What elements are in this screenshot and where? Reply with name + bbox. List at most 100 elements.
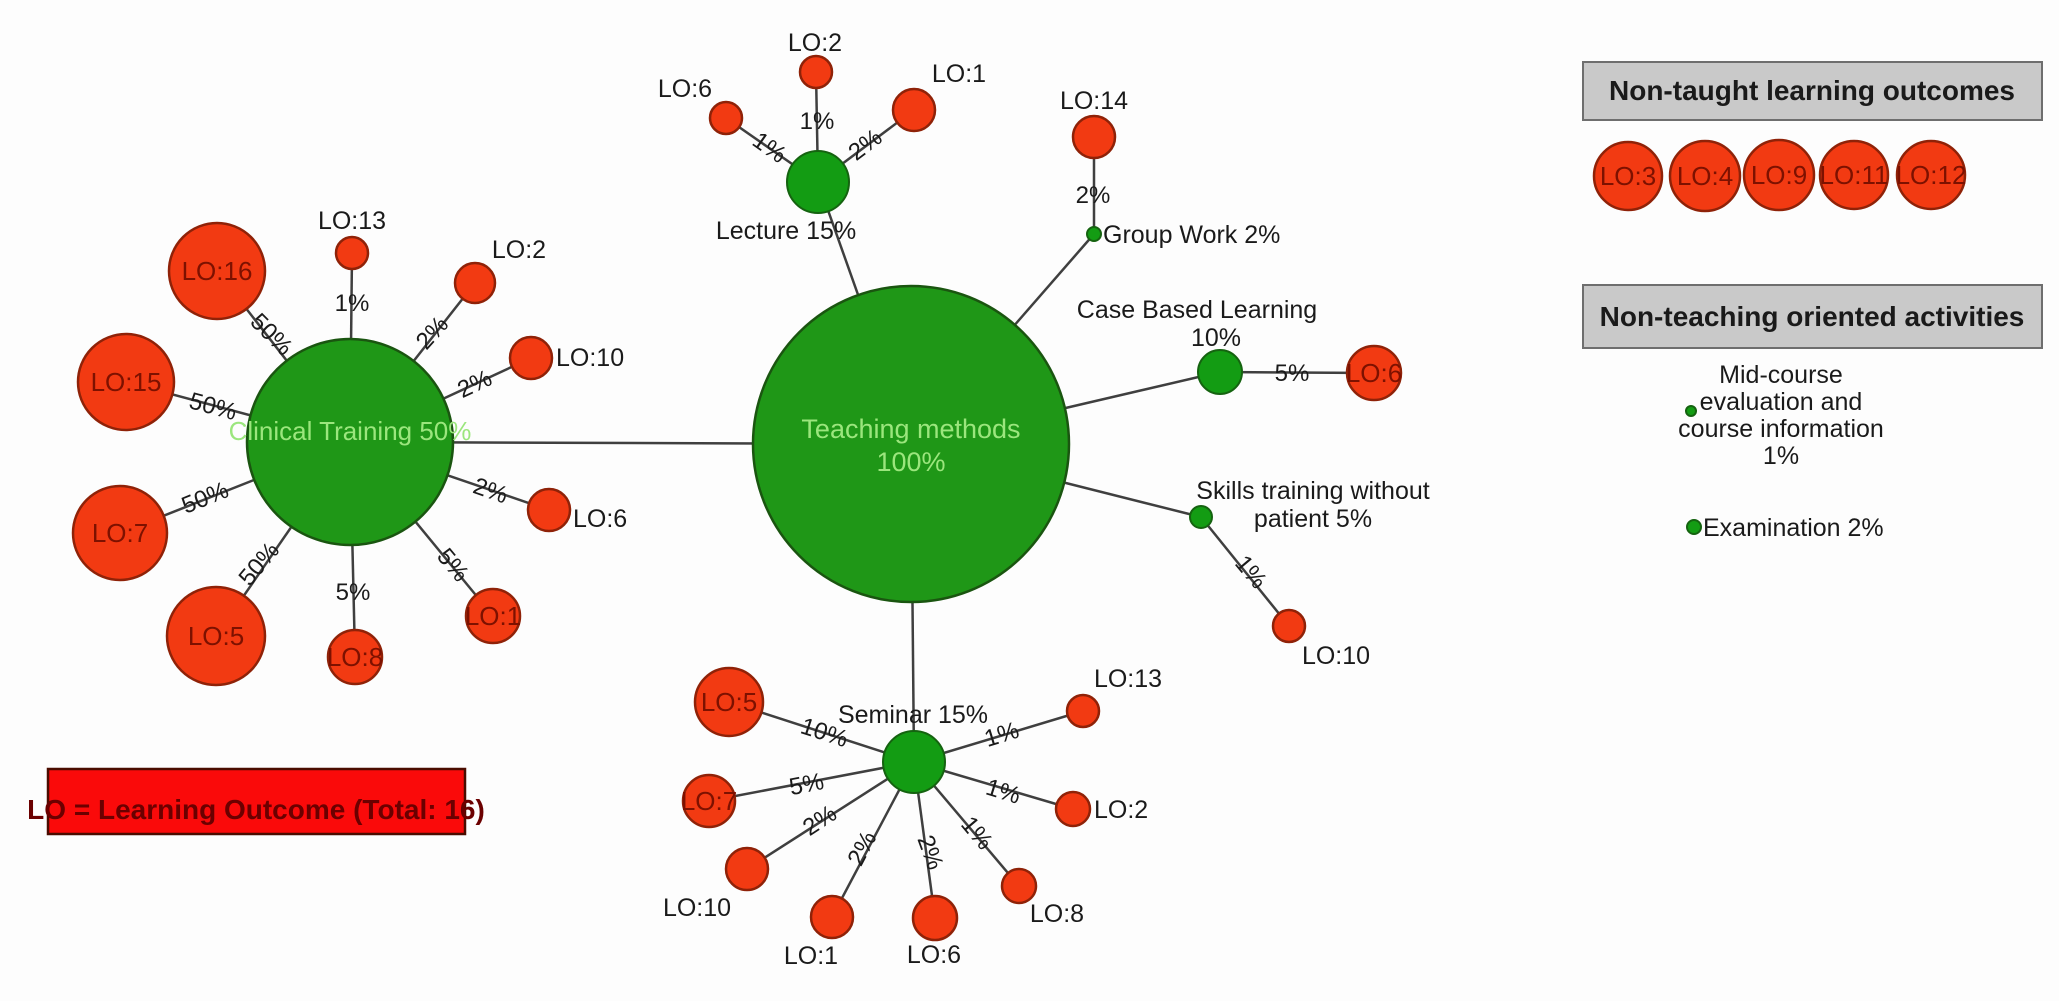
- group-work-cluster: Group Work 2% LO:14 2%: [1060, 87, 1280, 249]
- mid-course-line3: course information: [1678, 415, 1884, 443]
- non-teaching-title: Non-teaching oriented activities: [1600, 301, 2025, 332]
- lo4-label: LO:4: [1677, 161, 1733, 191]
- mid-course-line1: Mid-course: [1719, 361, 1843, 389]
- clinical-lo1-label: LO:1: [465, 601, 521, 631]
- lo5-label: LO:5: [188, 621, 244, 651]
- lo11-label: LO:11: [1820, 160, 1889, 190]
- clinical-lo13-label: LO:13: [318, 207, 386, 235]
- node-lo3: [1592, 140, 1664, 212]
- node-clinical-lo6: [526, 487, 572, 533]
- examination-dot: [1686, 519, 1702, 535]
- node-skills-lo10: [1271, 608, 1307, 644]
- mid-course-dot: [1685, 405, 1697, 417]
- lo8-label: LO:8: [327, 642, 383, 672]
- node-group-work: [1086, 226, 1102, 242]
- lecture-lo1-label: LO:1: [932, 60, 986, 88]
- node-casebased-lo6: [1345, 344, 1403, 402]
- lecture-lo2-pct: 1%: [800, 108, 835, 135]
- non-teaching-header-box: [1582, 284, 2043, 349]
- group-work-lo14-pct: 2%: [1076, 182, 1111, 209]
- lecture-lo2-label: LO:2: [788, 29, 842, 57]
- lecture-lo6-label: LO:6: [658, 75, 712, 103]
- seminar-cluster: Seminar 15% LO:5 10% LO:7 5% LO:10 2% LO…: [663, 665, 1162, 970]
- lo15-label: LO:15: [91, 367, 162, 397]
- skills-training-cluster: Skills training without patient 5% LO:10…: [1189, 477, 1430, 670]
- lecture-label: Lecture 15%: [716, 217, 856, 245]
- edge-skills-lo10: [1200, 516, 1290, 627]
- seminar-lo10-label: LO:10: [663, 894, 731, 922]
- seminar-lo1-label: LO:1: [784, 942, 838, 970]
- clinical-cluster: Clinical Training 50% LO:16 50% LO:13 1%…: [71, 207, 627, 687]
- non-taught-title: Non-taught learning outcomes: [1609, 75, 2015, 106]
- node-lecture-lo1: [891, 87, 937, 133]
- node-lo4: [1668, 139, 1742, 213]
- node-lecture-lo6: [708, 100, 744, 136]
- node-lo15: [76, 332, 176, 432]
- clinical-lo6-pct: 2%: [470, 472, 512, 509]
- legend: LO = Learning Outcome (Total: 16): [27, 767, 485, 836]
- clinical-lo8-pct: 5%: [336, 579, 371, 606]
- skills-lo10-pct: 1%: [1229, 550, 1272, 594]
- node-case-based-learning: [1197, 349, 1243, 395]
- case-based-label: Case Based Learning: [1077, 296, 1317, 324]
- node-lo8: [326, 628, 384, 686]
- clinical-lo2-label: LO:2: [492, 236, 546, 264]
- clinical-lo10-pct: 2%: [453, 365, 496, 404]
- lo9-label: LO:9: [1751, 160, 1807, 190]
- node-seminar-lo5: [693, 666, 765, 738]
- lo14-label: LO:14: [1060, 87, 1128, 115]
- seminar-lo6-label: LO:6: [907, 941, 961, 969]
- seminar-lo2-pct: 1%: [983, 774, 1024, 810]
- skills-lo10-label: LO:10: [1302, 642, 1370, 670]
- teaching-methods-label: Teaching methods: [801, 414, 1020, 444]
- node-seminar: [882, 730, 946, 794]
- node-teaching-methods: [751, 284, 1071, 604]
- node-lo9: [1742, 138, 1816, 212]
- seminar-lo2-label: LO:2: [1094, 796, 1148, 824]
- lecture-lo1-pct: 2%: [844, 124, 888, 166]
- seminar-lo7-label: LO:7: [681, 786, 737, 816]
- node-lo7: [71, 484, 169, 582]
- clinical-training-label: Clinical Training 50%: [229, 416, 472, 446]
- casebased-lo6-pct: 5%: [1275, 360, 1310, 387]
- seminar-lo8-label: LO:8: [1030, 900, 1084, 928]
- node-seminar-lo10: [724, 846, 770, 892]
- non-teaching-panel: Non-teaching oriented activities Mid-cou…: [1582, 284, 2043, 542]
- mid-course-line2: evaluation and: [1700, 388, 1863, 416]
- node-lo14: [1071, 114, 1117, 160]
- lo7-label: LO:7: [92, 518, 148, 548]
- lecture-cluster: Lecture 15% LO:6 1% LO:2 1% LO:1 2%: [658, 29, 986, 245]
- mid-course-line4: 1%: [1763, 442, 1799, 470]
- clinical-lo13-pct: 1%: [335, 290, 370, 317]
- node-lo5: [165, 585, 267, 687]
- lo3-label: LO:3: [1600, 161, 1656, 191]
- seminar-lo10-pct: 2%: [798, 800, 842, 842]
- node-seminar-lo7: [681, 773, 737, 829]
- legend-text: LO = Learning Outcome (Total: 16): [27, 794, 485, 825]
- node-clinical-lo10: [508, 335, 554, 381]
- node-lo16: [167, 221, 267, 321]
- clinical-lo10-label: LO:10: [556, 344, 624, 372]
- legend-box: [46, 767, 467, 836]
- seminar-lo7-pct: 5%: [787, 768, 826, 801]
- node-seminar-lo1: [809, 894, 855, 940]
- skills-label-line2: patient 5%: [1254, 505, 1372, 533]
- non-taught-panel: Non-taught learning outcomes LO:3 LO:4 L…: [1582, 61, 2043, 213]
- node-clinical-lo13: [334, 235, 370, 271]
- case-based-cluster: Case Based Learning 10% LO:6 5%: [1077, 296, 1403, 402]
- seminar-lo5-label: LO:5: [701, 687, 757, 717]
- node-skills-training: [1189, 505, 1213, 529]
- teaching-methods-pct: 100%: [876, 447, 945, 477]
- node-lecture-lo2: [798, 54, 834, 90]
- lecture-lo6-pct: 1%: [747, 127, 791, 169]
- node-clinical-training: [245, 337, 455, 547]
- lo12-label: LO:12: [1896, 160, 1967, 190]
- lo16-label: LO:16: [182, 256, 253, 286]
- group-work-label: Group Work 2%: [1103, 221, 1280, 249]
- seminar-lo13-label: LO:13: [1094, 665, 1162, 693]
- node-clinical-lo2: [453, 261, 497, 305]
- non-taught-header-box: [1582, 61, 2043, 121]
- node-seminar-lo6: [911, 894, 959, 942]
